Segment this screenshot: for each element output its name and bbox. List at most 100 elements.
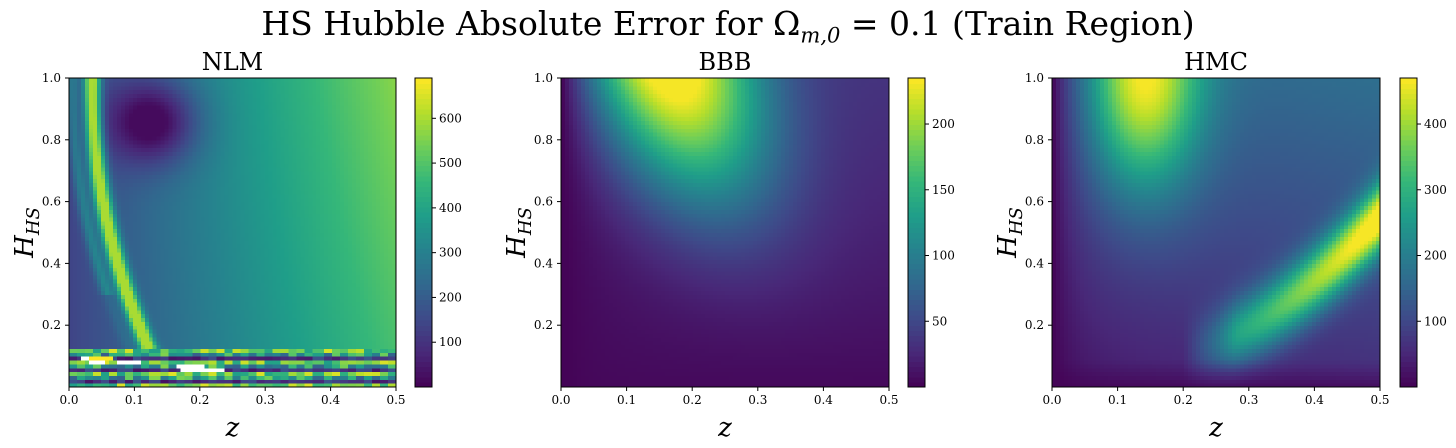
heatmap-cell xyxy=(348,321,353,326)
heatmap-cell xyxy=(112,329,118,334)
heatmap-cell xyxy=(272,329,277,334)
heatmap-cell xyxy=(84,371,90,377)
heatmap-cell xyxy=(136,193,142,199)
heatmap-cell xyxy=(252,174,258,180)
heatmap-cell xyxy=(320,298,325,303)
heatmap-cell xyxy=(384,170,389,176)
heatmap-cell xyxy=(236,166,242,172)
heatmap-cell xyxy=(140,236,146,241)
heatmap-cell xyxy=(152,294,158,299)
heatmap-cell xyxy=(216,302,222,307)
heatmap-cell xyxy=(136,363,142,369)
heatmap-cell xyxy=(228,313,234,319)
heatmap-cell xyxy=(76,263,82,268)
heatmap-cell xyxy=(69,329,74,334)
heatmap-cell xyxy=(204,155,210,160)
heatmap-cell xyxy=(300,305,305,311)
heatmap-cell xyxy=(244,232,250,237)
heatmap-cell xyxy=(120,363,126,369)
heatmap-cell xyxy=(360,379,365,384)
heatmap-cell xyxy=(316,201,321,207)
heatmap-cell xyxy=(256,363,262,369)
heatmap-cell xyxy=(69,321,74,326)
heatmap-cell xyxy=(276,228,281,234)
heatmap-cell xyxy=(328,263,333,268)
heatmap-cell xyxy=(252,209,258,214)
heatmap-cell xyxy=(108,174,114,180)
heatmap-cell xyxy=(380,213,385,218)
heatmap-cell xyxy=(140,344,146,349)
heatmap-cell xyxy=(84,313,90,319)
heatmap-cell xyxy=(332,201,337,207)
heatmap-cell xyxy=(192,305,198,311)
heatmap-cell xyxy=(164,383,170,388)
heatmap-cell xyxy=(328,247,333,253)
heatmap-cell xyxy=(100,379,106,384)
heatmap-cell xyxy=(168,298,174,303)
heatmap-cell xyxy=(304,193,309,199)
heatmap-cell xyxy=(164,282,170,288)
heatmap-cell xyxy=(260,251,265,257)
heatmap-cell xyxy=(69,182,74,187)
heatmap-cell xyxy=(76,367,82,373)
heatmap-cell xyxy=(232,232,238,237)
heatmap-cell xyxy=(384,267,389,272)
heatmap-cell xyxy=(216,367,222,373)
heatmap-cell xyxy=(120,286,126,292)
heatmap-cell xyxy=(372,309,377,315)
heatmap-cell xyxy=(380,282,385,288)
heatmap-cell xyxy=(69,274,74,280)
heatmap-cell xyxy=(228,286,234,292)
heatmap-cell xyxy=(96,383,102,388)
heatmap-cell xyxy=(160,201,166,207)
heatmap-cell xyxy=(264,201,269,207)
heatmap-cell xyxy=(164,209,170,214)
heatmap-cell xyxy=(308,267,313,272)
heatmap-cell xyxy=(88,263,94,268)
heatmap-cell xyxy=(76,220,82,226)
heatmap-cell xyxy=(264,332,269,338)
heatmap-cell xyxy=(316,162,321,168)
heatmap-cell xyxy=(156,321,162,326)
heatmap-cell xyxy=(100,305,106,311)
heatmap-cell xyxy=(76,329,82,334)
heatmap-cell xyxy=(69,159,74,164)
heatmap-cell xyxy=(72,162,78,168)
heatmap-cell xyxy=(124,155,130,160)
heatmap-cell xyxy=(388,278,393,284)
heatmap-cell xyxy=(388,332,393,338)
heatmap-cell xyxy=(392,375,397,380)
heatmap-cell xyxy=(208,352,214,357)
heatmap-cell xyxy=(96,298,102,303)
heatmap-cell xyxy=(380,251,385,257)
heatmap-cell xyxy=(328,290,333,295)
heatmap-cell xyxy=(164,336,170,342)
heatmap-cell xyxy=(116,151,122,156)
heatmap-cell xyxy=(248,329,254,334)
heatmap-cell xyxy=(276,240,281,245)
heatmap-cell xyxy=(160,209,166,214)
heatmap-cell xyxy=(240,371,246,377)
heatmap-cell xyxy=(276,162,281,168)
heatmap-cell xyxy=(248,278,254,284)
heatmap-cell xyxy=(176,151,182,156)
heatmap-cell xyxy=(92,190,98,195)
heatmap-cell xyxy=(316,302,321,307)
heatmap-cell xyxy=(380,209,385,214)
heatmap-cell xyxy=(148,170,154,176)
heatmap-cell xyxy=(116,251,122,257)
heatmap-cell xyxy=(376,247,381,253)
heatmap-cell xyxy=(240,224,246,230)
heatmap-cell xyxy=(332,162,337,168)
heatmap-cell xyxy=(340,232,345,237)
heatmap-cell xyxy=(308,155,313,160)
heatmap-cell xyxy=(184,363,190,369)
heatmap-cell xyxy=(88,352,94,357)
heatmap-cell xyxy=(240,302,246,307)
heatmap-cell xyxy=(192,336,198,342)
heatmap-cell xyxy=(128,290,134,295)
heatmap-cell xyxy=(248,298,254,303)
heatmap-cell xyxy=(320,309,325,315)
heatmap-cell xyxy=(296,282,301,288)
heatmap-cell xyxy=(124,251,130,257)
